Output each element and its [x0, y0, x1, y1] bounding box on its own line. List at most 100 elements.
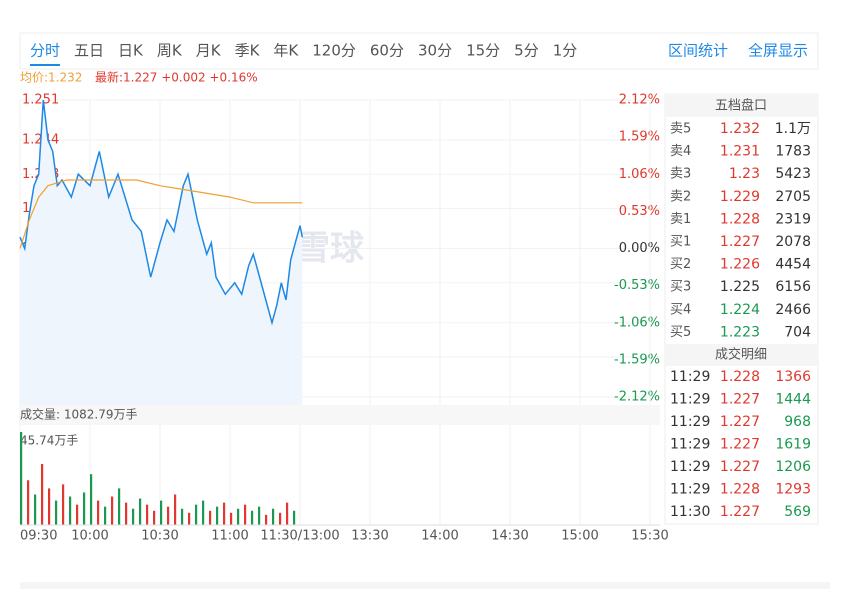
tool[interactable]: 全屏显示 — [748, 42, 808, 60]
tr-volume: 1619 — [775, 437, 811, 453]
tab[interactable]: 60分 — [370, 42, 404, 60]
x-tick-label: 11:30/13:00 — [260, 529, 339, 544]
tr-price: 1.227 — [720, 504, 760, 520]
tr-time: 11:29 — [670, 392, 710, 408]
tr-time: 11:29 — [670, 414, 710, 430]
tr-time: 11:29 — [670, 369, 710, 385]
tool[interactable]: 区间统计 — [668, 42, 728, 60]
y2-tick-label: -0.53% — [614, 278, 660, 293]
tab[interactable]: 年K — [273, 42, 299, 60]
price-line — [19, 99, 304, 326]
volume-bar — [160, 500, 163, 525]
ob-price: 1.225 — [720, 279, 760, 295]
ob-volume: 4454 — [775, 257, 811, 273]
x-tick-label: 10:30 — [141, 529, 178, 544]
tr-volume: 569 — [784, 504, 811, 520]
volume-bar — [237, 508, 240, 525]
y2-tick-label: 0.00% — [619, 241, 660, 256]
tr-volume: 1206 — [775, 459, 811, 475]
ob-label: 卖4 — [670, 144, 691, 159]
tr-time: 11:29 — [670, 459, 710, 475]
ob-price: 1.229 — [720, 189, 760, 205]
volume-bar — [265, 514, 268, 525]
volume-bar — [90, 474, 93, 525]
ob-title: 五档盘口 — [715, 98, 767, 114]
ob-volume: 2319 — [775, 211, 811, 227]
ob-volume: 2705 — [775, 189, 811, 205]
x-tick-label: 09:30 — [20, 529, 57, 544]
tab[interactable]: 月K — [196, 42, 222, 60]
tab[interactable]: 1分 — [553, 42, 578, 60]
tr-price: 1.227 — [720, 414, 760, 430]
volume-bar — [286, 502, 289, 525]
tr-time: 11:29 — [670, 437, 710, 453]
tab[interactable]: 15分 — [466, 42, 500, 60]
volume-bar — [230, 512, 233, 525]
tr-volume: 1293 — [775, 482, 811, 498]
volume-bar — [139, 498, 142, 525]
volume-bar — [216, 506, 219, 525]
avg-line — [19, 179, 303, 249]
volume-bar — [209, 510, 212, 525]
tab[interactable]: 日K — [118, 42, 144, 60]
ob-volume: 1783 — [775, 144, 811, 160]
x-tick-label: 11:00 — [211, 529, 248, 544]
volume-bar — [76, 504, 79, 525]
volume-bar — [188, 512, 191, 525]
tr-price: 1.227 — [720, 459, 760, 475]
volume-bar — [272, 508, 275, 525]
ob-price: 1.224 — [720, 302, 760, 318]
ob-volume: 5423 — [775, 166, 811, 182]
tab[interactable]: 季K — [235, 42, 261, 60]
volume-bar — [181, 508, 184, 525]
volume-bar — [118, 488, 121, 525]
ob-price: 1.226 — [720, 257, 760, 273]
tr-price: 1.228 — [720, 369, 760, 385]
volume-bar — [153, 510, 156, 525]
price-area — [20, 100, 303, 405]
ob-label: 卖3 — [670, 167, 691, 182]
ob-price: 1.232 — [720, 121, 760, 137]
tab[interactable]: 120分 — [312, 42, 356, 60]
volume-bar — [167, 506, 170, 525]
volume-bar — [202, 500, 205, 525]
volume-bar — [55, 500, 58, 525]
ob-price: 1.227 — [720, 234, 760, 250]
tab[interactable]: 分时 — [30, 42, 60, 60]
tr-header-bg — [666, 344, 817, 366]
x-tick-label: 13:30 — [351, 529, 388, 544]
ob-label: 卖1 — [670, 212, 691, 227]
tab[interactable]: 30分 — [418, 42, 452, 60]
tr-volume: 968 — [784, 414, 811, 430]
tr-volume: 1366 — [775, 369, 811, 385]
y2-tick-label: 1.06% — [619, 167, 660, 182]
toolbar — [19, 32, 819, 70]
x-tick-label: 14:30 — [491, 529, 528, 544]
volume-bar — [146, 504, 149, 525]
volume-tick-label: 45.74万手 — [20, 434, 78, 448]
y2-tick-label: 1.59% — [619, 130, 660, 145]
tr-time: 11:29 — [670, 482, 710, 498]
tr-price: 1.228 — [720, 482, 760, 498]
ob-volume: 704 — [784, 324, 811, 340]
tr-price: 1.227 — [720, 392, 760, 408]
volume-bar — [244, 504, 247, 525]
x-tick-label: 10:00 — [71, 529, 108, 544]
tab[interactable]: 周K — [157, 42, 183, 60]
volume-title: 成交量: 1082.79万手 — [20, 407, 137, 422]
volume-bar — [223, 502, 226, 525]
ob-volume: 1.1万 — [775, 121, 811, 137]
volume-bar — [83, 492, 86, 525]
side-panel — [664, 93, 819, 525]
tab[interactable]: 5分 — [514, 42, 539, 60]
tr-title: 成交明细 — [715, 347, 767, 363]
volume-bar — [34, 494, 37, 525]
ob-label: 买2 — [670, 257, 691, 272]
ob-header-bg — [666, 95, 817, 117]
tab[interactable]: 五日 — [74, 42, 104, 60]
volume-bar — [258, 506, 261, 525]
volume-bar — [251, 510, 254, 525]
volume-bar — [27, 480, 30, 525]
ob-label: 卖5 — [670, 122, 691, 137]
